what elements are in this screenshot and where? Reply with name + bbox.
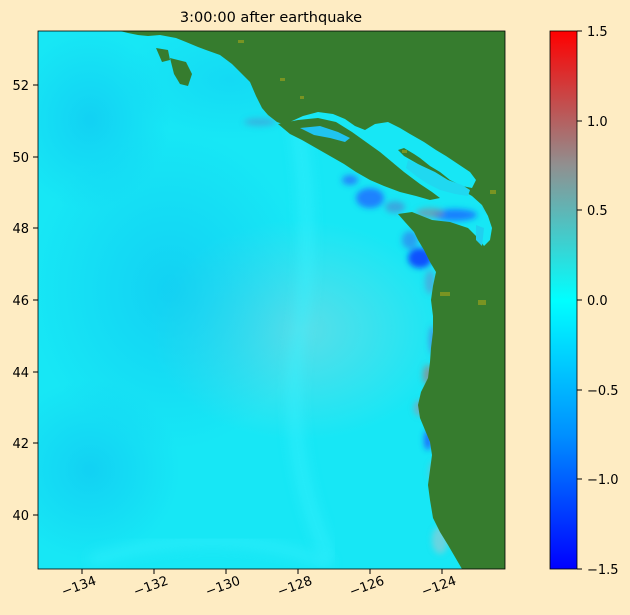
y-tick-label: 50	[12, 151, 29, 166]
x-tick-label: −126	[348, 574, 387, 600]
colorbar-tick-label: 1.0	[587, 115, 608, 130]
colorbar-tick-label: 1.5	[587, 25, 608, 40]
inland-waterway	[476, 225, 484, 246]
shoreline-detail	[238, 40, 496, 305]
y-tick-label: 42	[12, 437, 29, 452]
colorbar-tick-label: 0.5	[587, 204, 608, 219]
island	[170, 58, 192, 86]
colorbar-gradient	[549, 30, 578, 570]
colorbar-tick-label: −1.0	[587, 473, 619, 488]
wave-front	[88, 535, 333, 569]
land-mass	[120, 31, 505, 569]
colorbar-tick-label: 0.0	[587, 294, 608, 309]
wave-patch	[38, 380, 180, 560]
y-tick-label: 40	[12, 509, 29, 524]
x-tick-label: −134	[60, 574, 99, 600]
y-tick-label: 52	[12, 79, 29, 94]
y-tick-label: 46	[12, 294, 29, 309]
map-title: 3:00:00 after earthquake	[180, 10, 362, 26]
x-tick-label: −130	[204, 574, 243, 600]
y-tick-label: 48	[12, 222, 29, 237]
inland-waterway	[406, 160, 470, 196]
island	[156, 48, 170, 62]
coastal-disturbance	[244, 118, 494, 554]
inland-waterway	[300, 126, 350, 142]
x-tick-label: −128	[276, 574, 315, 600]
island	[278, 118, 440, 200]
wave-patch	[38, 130, 310, 450]
x-tick-label: −132	[132, 574, 171, 600]
x-tick-label: −124	[420, 574, 459, 600]
colorbar-tick-label: −1.5	[587, 563, 619, 578]
colorbar-tick-label: −0.5	[587, 384, 619, 399]
x-axis: −134 −132 −130 −128 −126 −124	[60, 569, 459, 600]
y-axis: 52 50 48 46 44 42 40	[12, 79, 38, 524]
map-area	[38, 31, 505, 569]
colorbar: 1.5 1.0 0.5 0.0 −0.5 −1.0 −1.5	[549, 25, 619, 578]
y-tick-label: 44	[12, 366, 29, 381]
